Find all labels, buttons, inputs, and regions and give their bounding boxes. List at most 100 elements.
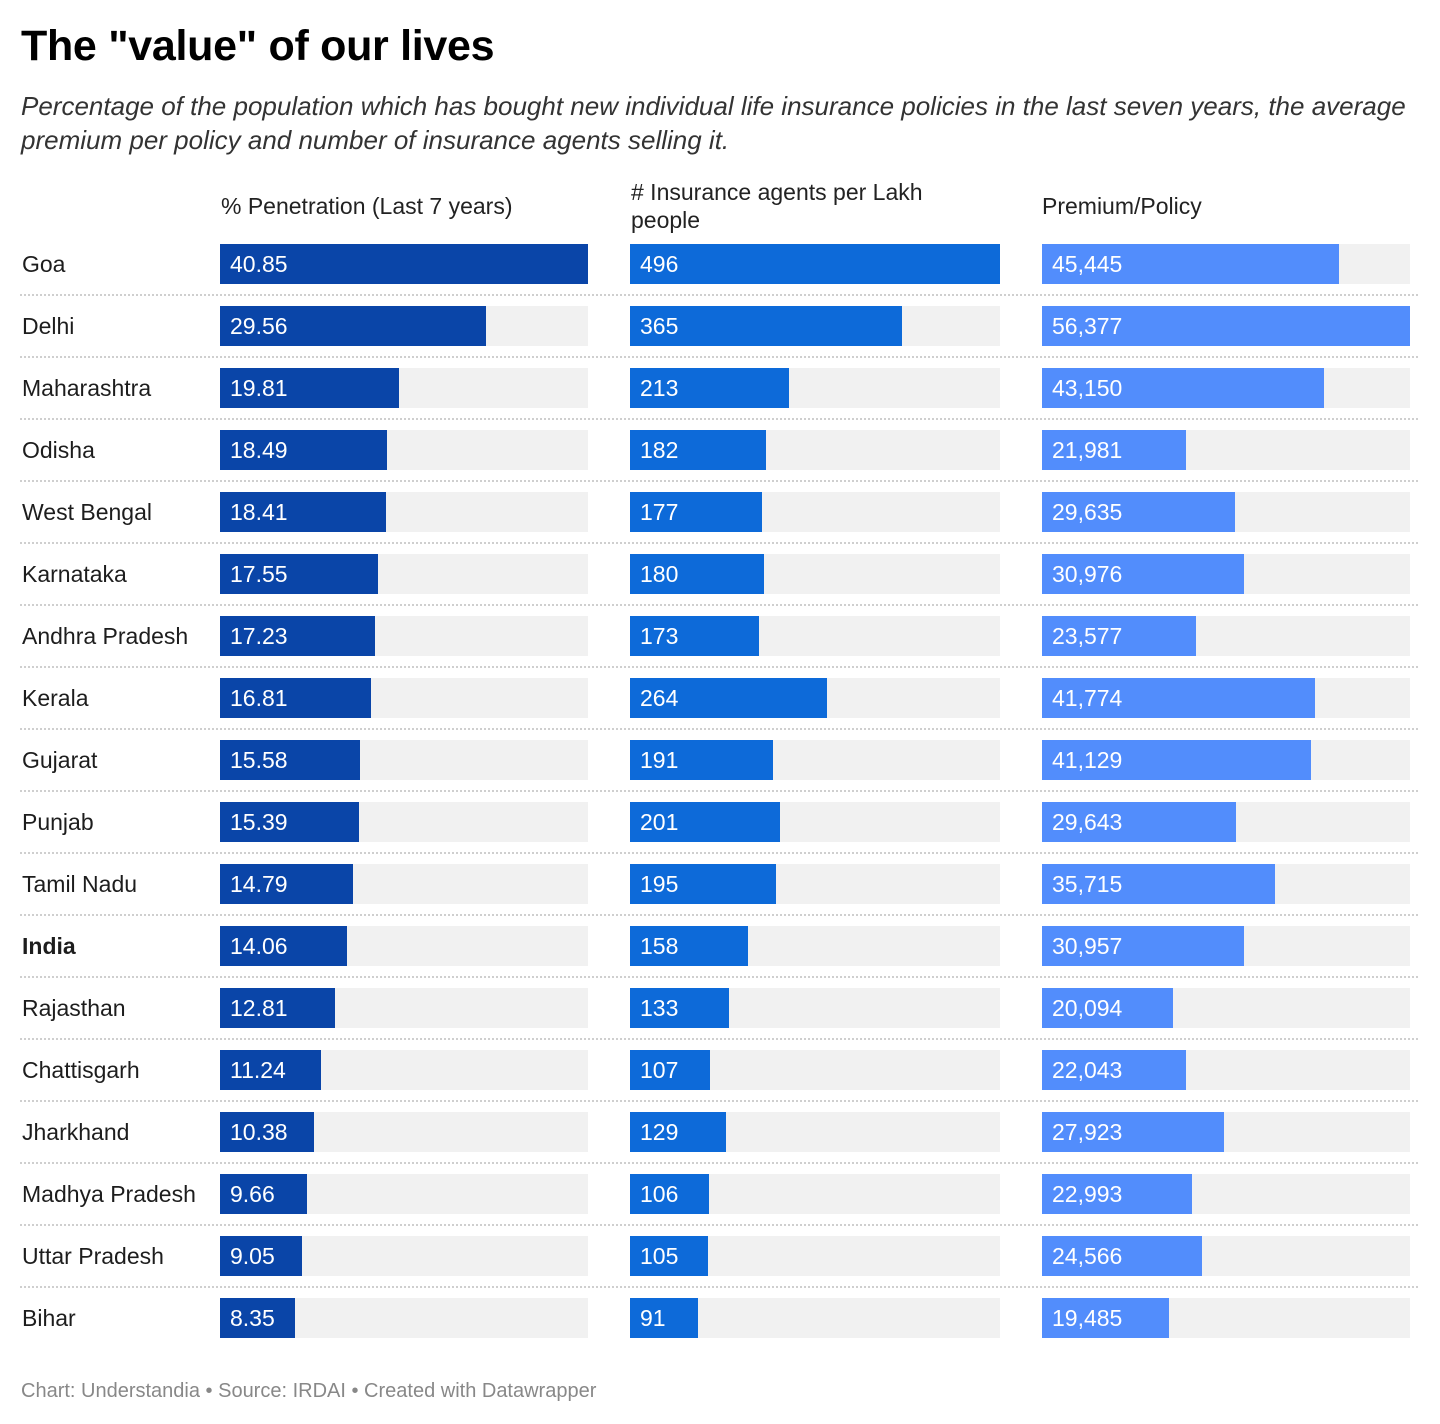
row-divider [20,1162,1418,1164]
bar-track-agents: 264 [630,678,1000,718]
table-row: Karnataka 17.55 180 30,976 [0,543,1440,606]
row-divider [20,542,1418,544]
row-label: Delhi [22,313,75,339]
bar-agents [630,554,765,594]
table-row: Rajasthan 12.81 133 20,094 [0,977,1440,1040]
bar-value-label: 17.55 [230,561,288,587]
bar-premium [1042,616,1196,656]
bar-value-label: 40.85 [230,251,288,277]
bar-value-label: 15.39 [230,809,288,835]
bar-value-label: 133 [640,995,679,1021]
table-row: Delhi 29.56 365 56,377 [0,295,1440,358]
table-row: Andhra Pradesh 17.23 173 23,577 [0,605,1440,668]
row-divider [20,356,1418,358]
bar-value-label: 177 [640,499,679,525]
bar-track-premium: 24,566 [1042,1236,1410,1276]
bar-value-label: 8.35 [230,1305,275,1331]
bar-track-penetration: 16.81 [220,678,588,718]
row-label: India [22,933,76,959]
bar-premium [1042,554,1245,594]
bar-track-penetration: 17.23 [220,616,588,656]
table-row: Odisha 18.49 182 21,981 [0,419,1440,482]
bar-premium [1042,1174,1193,1214]
bar-value-label: 158 [640,933,679,959]
bar-value-label: 195 [640,871,679,897]
bar-premium [1042,740,1311,780]
row-divider [20,1224,1418,1226]
table-row: West Bengal 18.41 177 29,635 [0,481,1440,544]
bar-track-agents: 182 [630,430,1000,470]
bar-value-label: 14.06 [230,933,288,959]
bar-track-penetration: 12.81 [220,988,588,1028]
row-label: Bihar [22,1305,76,1331]
bar-penetration [220,306,487,346]
bar-track-premium: 43,150 [1042,368,1410,408]
column-header-agents: # Insurance agents per Lakh people [631,179,923,233]
bar-agents [630,864,776,904]
bar-value-label: 41,774 [1052,685,1123,711]
bar-value-label: 56,377 [1052,313,1123,339]
bar-agents [630,368,789,408]
row-label: Kerala [22,685,89,711]
bar-premium [1042,1298,1170,1338]
bar-track-premium: 29,643 [1042,802,1410,842]
bar-track-premium: 45,445 [1042,244,1410,284]
row-label: Andhra Pradesh [22,623,189,649]
bar-track-agents: 133 [630,988,1000,1028]
bar-penetration [220,802,359,842]
bar-premium [1042,306,1410,346]
bar-value-label: 12.81 [230,995,288,1021]
bar-track-premium: 30,976 [1042,554,1410,594]
bar-track-penetration: 15.39 [220,802,588,842]
bar-value-label: 22,043 [1052,1057,1123,1083]
bar-value-label: 19.81 [230,375,288,401]
bar-track-agents: 158 [630,926,1000,966]
bar-value-label: 19,485 [1052,1305,1123,1331]
bar-premium [1042,1112,1225,1152]
bar-value-label: 105 [640,1243,679,1269]
bar-penetration [220,616,376,656]
bar-track-penetration: 14.06 [220,926,588,966]
bar-agents [630,430,766,470]
row-label: Chattisgarh [22,1057,140,1083]
bar-value-label: 106 [640,1181,679,1207]
bar-value-label: 27,923 [1052,1119,1123,1145]
bar-penetration [220,1298,296,1338]
bar-penetration [220,740,361,780]
bar-track-premium: 21,981 [1042,430,1410,470]
bar-agents [630,244,1000,284]
bar-premium [1042,1050,1186,1090]
bar-track-premium: 41,129 [1042,740,1410,780]
row-divider [20,480,1418,482]
row-divider [20,418,1418,420]
bar-value-label: 35,715 [1052,871,1123,897]
bar-track-agents: 201 [630,802,1000,842]
bar-value-label: 16.81 [230,685,288,711]
bar-value-label: 22,993 [1052,1181,1123,1207]
bar-track-penetration: 40.85 [220,244,588,284]
bar-penetration [220,926,347,966]
bar-value-label: 11.24 [230,1057,286,1083]
bar-track-penetration: 18.41 [220,492,588,532]
bar-value-label: 173 [640,623,679,649]
bar-track-agents: 91 [630,1298,1000,1338]
bar-premium [1042,430,1186,470]
row-label: Karnataka [22,561,127,587]
bar-penetration [220,244,588,284]
bar-agents [630,492,762,532]
table-row: Gujarat 15.58 191 41,129 [0,729,1440,792]
row-label: Odisha [22,437,95,463]
bar-penetration [220,864,354,904]
bar-value-label: 107 [640,1057,679,1083]
row-divider [20,976,1418,978]
bar-agents [630,1050,710,1090]
bar-agents [630,740,773,780]
row-divider [20,852,1418,854]
bar-penetration [220,1174,307,1214]
column-header-premium: Premium/Policy [1042,193,1202,219]
bar-value-label: 365 [640,313,679,339]
row-label: Goa [22,251,66,277]
bar-agents [630,1236,709,1276]
bar-premium [1042,368,1324,408]
bar-penetration [220,492,386,532]
